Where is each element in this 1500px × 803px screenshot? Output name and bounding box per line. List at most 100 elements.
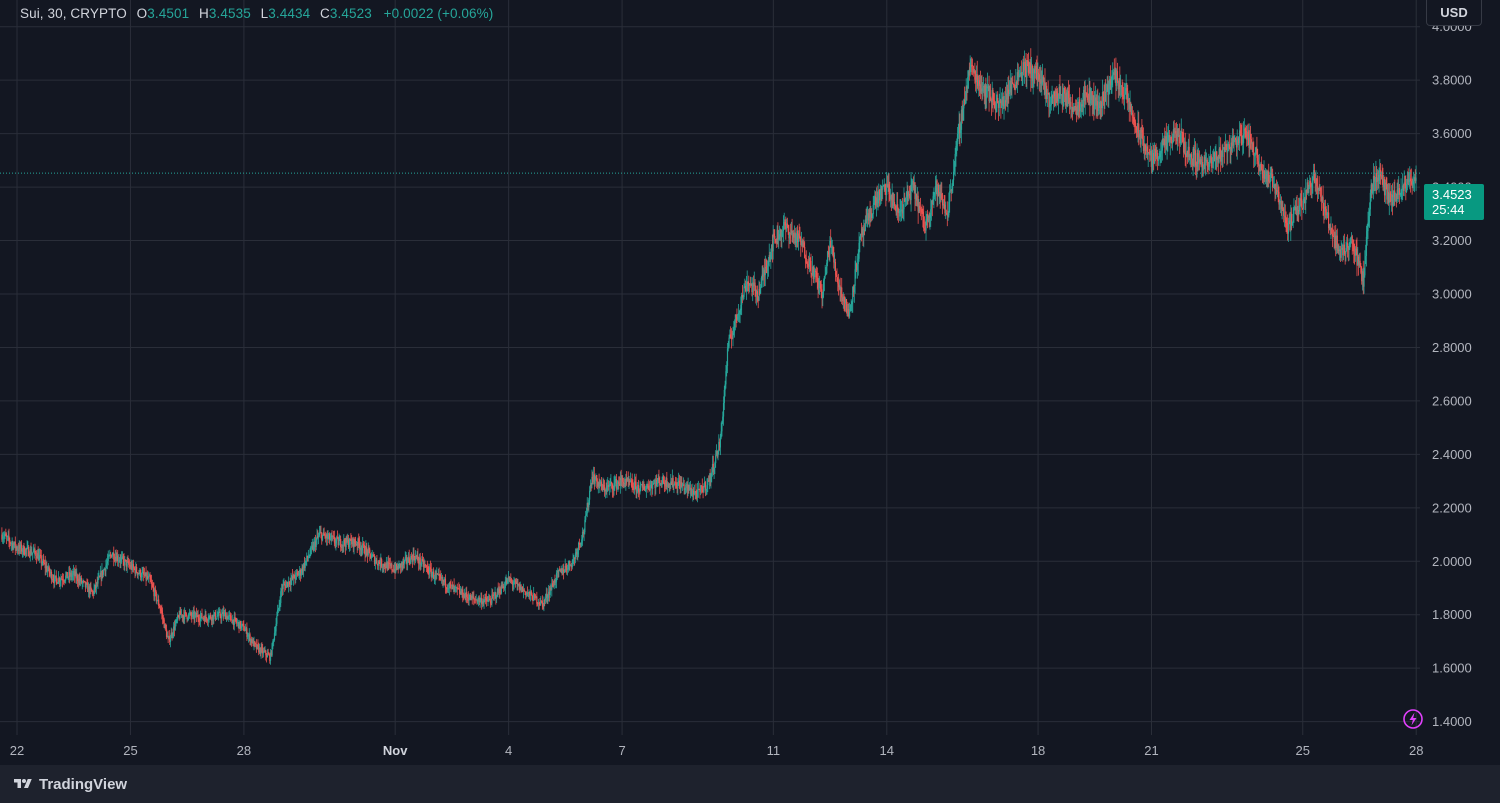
candle-body [20,544,22,549]
candle-body [654,482,656,488]
candle-body [913,182,915,188]
candle-body [336,537,338,541]
candle-body [678,480,680,484]
time-axis[interactable]: 22 25 28 Nov 4 7 11 14 18 21 25 28 [10,743,1424,758]
candle-body [754,282,756,286]
candle-body [1090,100,1092,104]
candle-body [297,573,299,576]
candle-body [1189,155,1191,157]
candle-body [1010,80,1012,89]
candle-body [1377,177,1379,182]
candle-body [210,615,212,619]
candle-body [1366,231,1368,237]
candle-body [439,574,441,577]
candle-body [1058,87,1060,99]
candle-body [142,571,144,573]
candle-body [398,563,400,570]
candle-body [444,578,447,588]
lightning-icon[interactable] [1402,708,1424,730]
candle-body [1184,141,1186,154]
candle-body [351,540,353,545]
candle-body [1407,179,1409,183]
candle-body [1030,62,1032,79]
candle-body [1268,171,1270,182]
candle-body [756,291,759,297]
candle-body [648,485,650,489]
candle-body [1211,162,1213,164]
candle-body [844,301,846,304]
candle-body [19,544,21,549]
candle-body [518,584,520,586]
candle-body [1062,92,1064,104]
candle-body [825,273,827,275]
candle-body [1018,75,1020,77]
candle-body [410,556,412,564]
candle-body [1294,206,1296,210]
candle-body [258,645,260,653]
candle-body [1198,160,1200,164]
candle-body [752,282,754,293]
candle-body [304,562,306,568]
candle-body [833,254,835,263]
candle-body [202,617,205,619]
candle-body [1091,91,1093,105]
candle-body [415,556,417,558]
candle-body [1343,244,1345,253]
candle-body [544,597,547,601]
candle-body [1209,160,1211,167]
candle-body [817,280,819,289]
candle-body [1406,179,1408,185]
candle-body [73,571,75,576]
candle-body [1094,97,1097,102]
candle-body [687,484,689,491]
candle-body [1344,252,1346,254]
candle-body [986,86,989,89]
x-tick-label: 25 [123,743,137,758]
candle-body [302,567,304,572]
currency-button[interactable]: USD [1426,0,1482,26]
candle-body [113,552,115,560]
candle-body [1327,212,1329,215]
candle-body [1068,97,1071,106]
candle-body [115,556,117,562]
candle-body [655,480,657,488]
x-tick-label: 21 [1144,743,1158,758]
candle-body [882,186,884,190]
candle-body [144,572,146,576]
candle-body [307,557,309,559]
candle-body [368,548,370,550]
candle-body [1125,88,1127,92]
candle-body [1102,91,1104,97]
candle-body [1110,85,1112,90]
candle-body [1141,129,1143,133]
symbol-label[interactable]: Sui, 30, CRYPTO [20,6,127,21]
candle-body [854,269,856,286]
candle-body [377,561,380,566]
candle-body [708,475,710,481]
candle-body [1218,148,1220,163]
candle-body [529,591,532,596]
candle-body [734,314,736,322]
candle-body [266,655,268,658]
candle-body [849,311,851,317]
candle-body [1354,253,1356,256]
candle-body [444,578,446,583]
candle-body [1199,159,1201,163]
candle-body [555,581,557,583]
candle-body [736,316,738,320]
candle-body [483,600,485,604]
candle-body [338,540,340,546]
tradingview-logo[interactable]: TradingView [11,774,127,794]
candle-body [721,420,723,432]
candle-body [1186,150,1189,154]
candle-body [219,611,221,617]
candle-body [856,264,859,271]
candle-body [1118,78,1120,90]
candle-body [425,565,427,567]
candle-body [1112,74,1114,76]
price-axis[interactable]: 1.40001.60001.80002.00002.20002.40002.60… [1432,19,1472,729]
candle-body [422,560,424,567]
candle-body [53,579,55,583]
